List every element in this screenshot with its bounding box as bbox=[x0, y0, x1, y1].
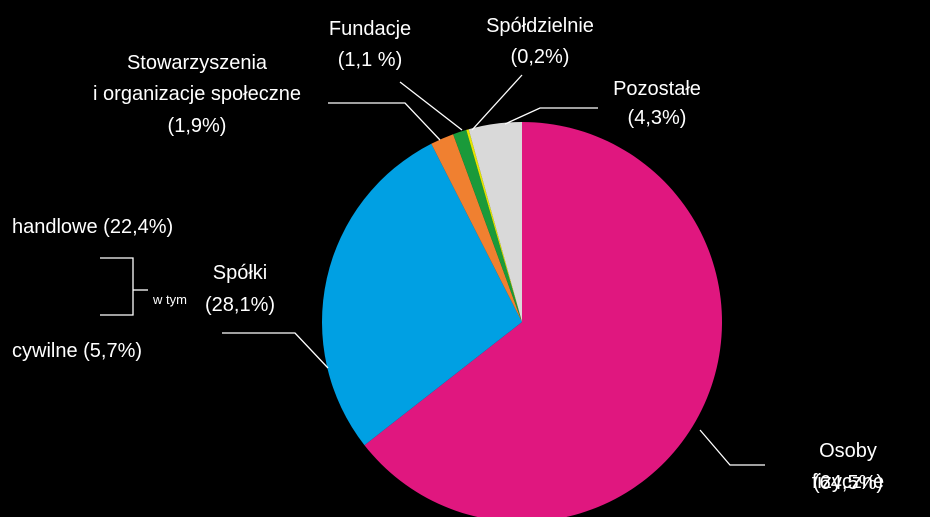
value-label: (28,1%) bbox=[204, 294, 276, 316]
slice-label: Pozostałe bbox=[613, 78, 701, 100]
value-label: (64,5%) bbox=[812, 472, 884, 494]
slice-label: Fundacje bbox=[328, 18, 412, 40]
leader-line bbox=[471, 74, 523, 131]
leader-line bbox=[699, 429, 765, 466]
slice-label: Spółdzielnie bbox=[486, 15, 594, 37]
pie-slice bbox=[468, 122, 522, 322]
pie-slice bbox=[431, 134, 522, 322]
slice-label: Osoby fizyczne bbox=[811, 440, 885, 493]
annotation: w tym bbox=[153, 292, 187, 307]
pie-slice bbox=[322, 143, 522, 446]
pie-slice bbox=[364, 122, 722, 517]
annotation: handlowe (22,4%) bbox=[12, 216, 174, 238]
pie-slice bbox=[466, 129, 522, 322]
bracket bbox=[100, 257, 134, 316]
leader-line bbox=[222, 332, 329, 369]
annotation: cywilne (5,7%) bbox=[12, 340, 143, 362]
leader-line bbox=[399, 81, 463, 131]
leader-line bbox=[504, 107, 598, 125]
slice-label: Spółki bbox=[212, 262, 268, 284]
leader-line bbox=[328, 102, 441, 141]
slice-label: Stowarzyszenia i organizacje społeczne bbox=[93, 52, 301, 105]
value-label: (0,2%) bbox=[510, 46, 570, 68]
pie-slice bbox=[453, 129, 522, 322]
leader-lines bbox=[100, 74, 765, 466]
value-label: (4,3%) bbox=[627, 107, 687, 129]
value-label: (1,9%) bbox=[167, 115, 227, 137]
value-label: (1,1 %) bbox=[337, 49, 403, 71]
